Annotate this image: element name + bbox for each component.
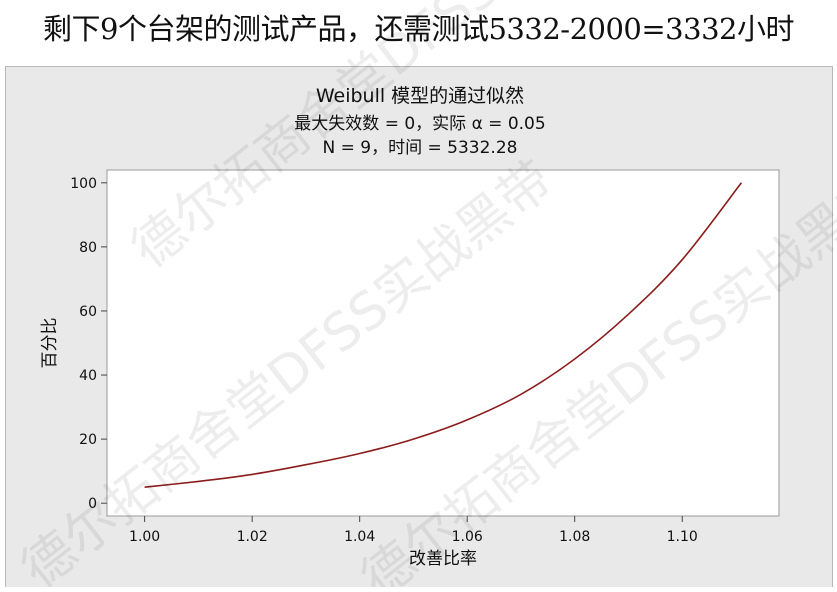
y-tick-label: 60 xyxy=(79,304,97,320)
chart-figure: Weibull 模型的通过似然 最大失效数 = 0，实际 α = 0.05 N … xyxy=(5,66,833,587)
x-tick-label: 1.04 xyxy=(344,529,375,545)
y-tick-label: 100 xyxy=(70,176,97,192)
y-tick-label: 0 xyxy=(88,496,97,512)
weibull-chart: Weibull 模型的通过似然 最大失效数 = 0，实际 α = 0.05 N … xyxy=(40,85,780,569)
page-headline: 剩下9个台架的测试产品，还需测试5332-2000=3332小时 xyxy=(43,12,794,46)
x-tick-label: 1.08 xyxy=(559,529,590,545)
x-tick-label: 1.02 xyxy=(237,529,268,545)
x-axis-label: 改善比率 xyxy=(409,549,477,569)
series-line xyxy=(144,182,743,488)
y-tick-label: 40 xyxy=(79,368,97,384)
x-tick-label: 1.06 xyxy=(452,529,483,545)
plot-area xyxy=(106,169,780,517)
y-axis-ticks: 0 20 40 60 80 100 xyxy=(70,176,107,512)
x-tick-label: 1.10 xyxy=(667,529,698,545)
chart-title: Weibull 模型的通过似然 xyxy=(316,85,524,107)
y-tick-label: 20 xyxy=(79,432,97,448)
x-tick-label: 1.00 xyxy=(129,529,160,545)
y-tick-label: 80 xyxy=(79,240,97,256)
chart-subtitle-line-1: 最大失效数 = 0，实际 α = 0.05 xyxy=(294,114,545,134)
x-axis-ticks: 1.00 1.02 1.04 1.06 1.08 1.10 xyxy=(129,516,698,545)
chart-subtitle-line-2: N = 9，时间 = 5332.28 xyxy=(323,138,518,158)
y-axis-label: 百分比 xyxy=(40,318,60,369)
series-layer xyxy=(144,182,743,488)
